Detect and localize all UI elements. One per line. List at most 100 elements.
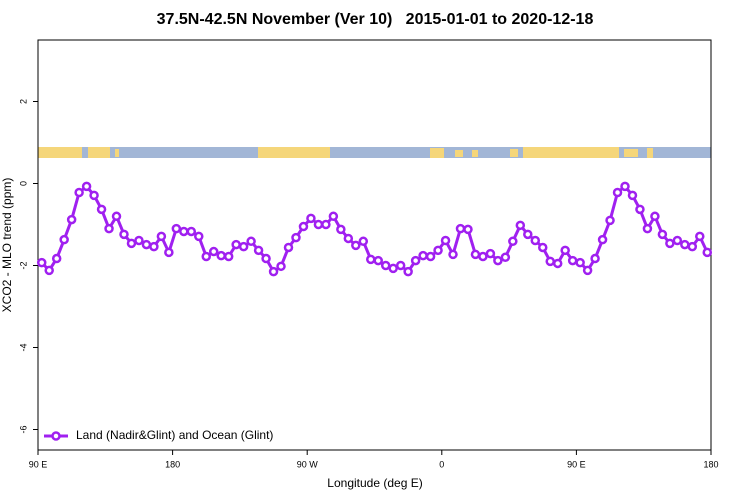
point	[493, 255, 503, 266]
point	[164, 247, 174, 258]
point	[582, 265, 593, 276]
point	[455, 223, 466, 234]
x-tick-label: 180	[165, 459, 180, 469]
point	[380, 260, 391, 271]
point	[276, 261, 286, 272]
point	[231, 239, 241, 250]
x-tick-label: 90 E	[29, 459, 48, 469]
point	[448, 249, 458, 260]
point	[657, 229, 668, 240]
point	[44, 265, 54, 276]
x-tick-label: 0	[439, 459, 444, 469]
point	[403, 266, 413, 277]
point	[358, 236, 369, 247]
point	[463, 224, 473, 235]
y-tick-label: 0	[18, 181, 28, 186]
point	[246, 236, 256, 247]
point	[440, 235, 451, 246]
point	[104, 223, 114, 234]
point	[81, 181, 92, 192]
point	[66, 214, 77, 225]
point	[126, 238, 137, 249]
point	[590, 253, 600, 264]
point	[612, 187, 623, 198]
point	[366, 254, 376, 265]
point	[179, 226, 189, 237]
point	[635, 204, 645, 215]
point	[530, 235, 541, 246]
point	[186, 226, 197, 237]
y-tick-label: -4	[18, 343, 28, 351]
point	[156, 231, 167, 242]
point	[336, 224, 346, 235]
point	[208, 246, 219, 257]
point	[523, 229, 533, 240]
point	[665, 238, 675, 249]
point	[695, 231, 705, 242]
y-tick-label: -2	[18, 261, 28, 269]
point	[194, 231, 204, 242]
legend-item: Land (Nadir&Glint) and Ocean (Glint)	[44, 428, 273, 442]
x-tick-label: 90 E	[567, 459, 586, 469]
point	[687, 241, 698, 252]
plot-frame	[37, 39, 712, 451]
point	[51, 253, 62, 264]
point	[268, 266, 279, 277]
point	[515, 220, 526, 231]
point	[351, 240, 361, 251]
point	[321, 219, 331, 230]
point	[702, 247, 713, 258]
point	[141, 239, 152, 250]
point	[283, 242, 294, 253]
point	[388, 263, 398, 274]
y-tick-label: 2	[18, 99, 28, 104]
chart-title: 37.5N-42.5N November (Ver 10) 2015-01-01…	[157, 11, 594, 28]
point	[650, 211, 660, 222]
point	[575, 257, 585, 268]
point	[96, 204, 107, 215]
point	[680, 239, 690, 250]
point	[74, 187, 84, 198]
point	[478, 251, 488, 262]
point	[627, 190, 638, 201]
x-axis-label: Longitude (deg E)	[327, 476, 422, 490]
point	[216, 250, 226, 261]
point	[253, 245, 264, 256]
point	[201, 251, 211, 262]
point	[560, 245, 570, 256]
point	[111, 211, 122, 222]
point	[134, 235, 144, 246]
point	[291, 232, 301, 243]
point	[552, 258, 563, 269]
point	[261, 253, 271, 264]
y-tick-label: -6	[18, 425, 28, 433]
point	[672, 235, 683, 246]
point	[597, 234, 608, 245]
point	[328, 211, 339, 222]
point	[418, 250, 428, 261]
point	[238, 241, 249, 252]
point	[642, 223, 653, 234]
point	[36, 257, 47, 268]
point	[395, 260, 406, 271]
point	[119, 229, 129, 240]
y-axis-label: XCO2 - MLO trend (ppm)	[0, 178, 14, 313]
point	[425, 251, 436, 262]
legend-label: Land (Nadir&Glint) and Ocean (Glint)	[76, 428, 273, 442]
point	[298, 221, 309, 232]
point	[433, 245, 443, 256]
x-tick-label: 180	[703, 459, 718, 469]
point	[171, 223, 182, 234]
point	[508, 236, 518, 247]
point	[545, 256, 555, 267]
x-tick-label: 90 W	[297, 459, 319, 469]
point	[605, 215, 615, 226]
legend-marker	[51, 431, 61, 441]
point	[149, 241, 159, 252]
land-ocean-strip	[38, 147, 711, 158]
point	[89, 190, 99, 201]
point	[500, 252, 511, 263]
point	[306, 213, 316, 224]
point	[538, 242, 548, 253]
